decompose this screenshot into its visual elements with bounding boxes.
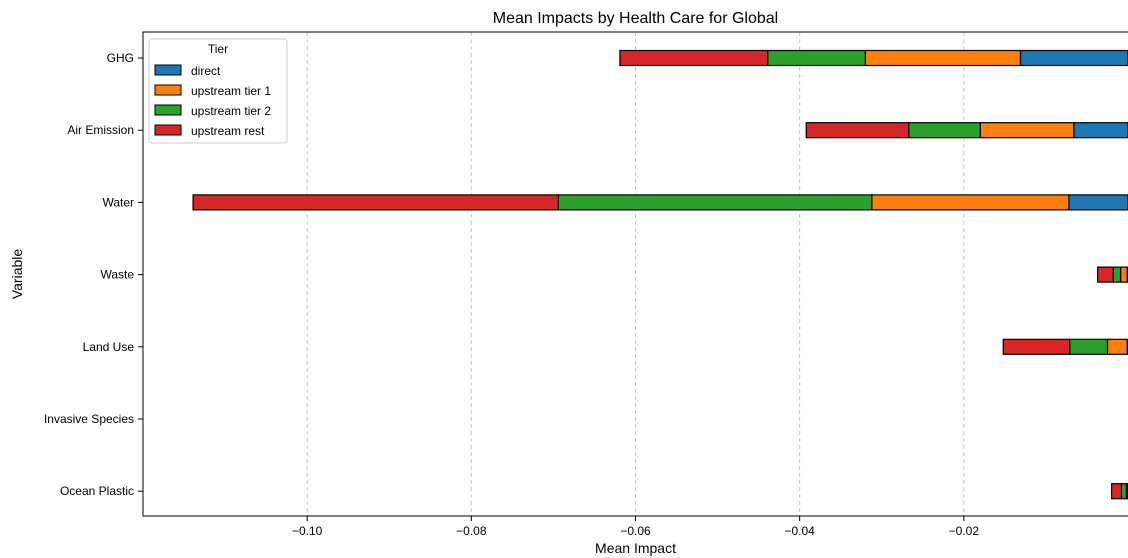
x-axis-label: Mean Impact: [595, 540, 676, 556]
bar-upstream-tier-2-waste: [1112, 266, 1122, 283]
y-tick-label: Land Use: [83, 340, 135, 354]
grid-layer: [306, 32, 965, 516]
x-tick-label: −0.08: [456, 524, 487, 538]
bar-upstream-tier-1-air-emission: [979, 122, 1075, 139]
legend-swatch: [154, 104, 182, 116]
bar-upstream-rest-ocean-plastic: [1110, 483, 1123, 500]
bar-upstream-tier-1-ghg: [864, 49, 1022, 67]
bar-upstream-rest-water: [192, 194, 559, 211]
y-axis: GHG Air Emission Water Waste Land Use Invasiv…: [44, 51, 143, 498]
x-tick-label: −0.04: [784, 524, 815, 538]
bars-layer: [192, 49, 1128, 500]
bar-direct-ghg: [1019, 49, 1128, 67]
y-tick-label: Invasive Species: [44, 412, 134, 426]
bar-direct-air-emission: [1073, 122, 1128, 139]
bar-upstream-rest-waste: [1097, 266, 1114, 283]
bar-direct-water: [1068, 194, 1128, 211]
legend-swatch: [154, 64, 182, 76]
legend-swatch: [154, 124, 182, 136]
legend-swatch: [154, 84, 182, 96]
legend-box: [148, 38, 288, 144]
bar-upstream-tier-1-waste: [1120, 266, 1128, 283]
y-tick-label: Water: [102, 195, 134, 209]
bar-upstream-rest-air-emission: [805, 122, 910, 139]
legend-label: upstream rest: [191, 124, 265, 138]
bar-upstream-tier-1-land-use: [1106, 338, 1128, 355]
bar-upstream-tier-2-water: [557, 194, 873, 211]
legend-label: upstream tier 1: [191, 84, 271, 98]
plot-frame: [142, 31, 1128, 517]
y-axis-label: Variable: [9, 249, 25, 300]
bar-upstream-tier-2-ghg: [767, 49, 866, 67]
bar-upstream-rest-land-use: [1002, 338, 1071, 355]
y-tick-label: GHG: [107, 51, 134, 65]
bar-upstream-rest-ghg: [619, 49, 769, 67]
x-tick-label: −0.10: [292, 524, 323, 538]
legend-label: direct: [191, 64, 221, 78]
x-tick-label: −0.02: [949, 524, 980, 538]
y-tick-label: Waste: [100, 268, 134, 282]
legend-title: Tier: [208, 42, 228, 56]
bar-upstream-tier-2-air-emission: [908, 122, 981, 139]
chart-title: Mean Impacts by Health Care for Global: [493, 10, 778, 27]
y-tick-label: Ocean Plastic: [60, 484, 134, 498]
bar-upstream-tier-2-land-use: [1069, 338, 1109, 355]
x-axis: −0.10 −0.08 −0.06 −0.04 −0.02: [292, 516, 979, 538]
legend: Tier direct upstream tier 1 upstream tier …: [148, 38, 288, 144]
legend-label: upstream tier 2: [191, 104, 271, 118]
bar-upstream-tier-1-water: [871, 194, 1070, 211]
x-tick-label: −0.06: [620, 524, 651, 538]
y-tick-label: Air Emission: [67, 123, 134, 137]
bar-upstream-tier-2-ocean-plastic: [1120, 483, 1127, 500]
